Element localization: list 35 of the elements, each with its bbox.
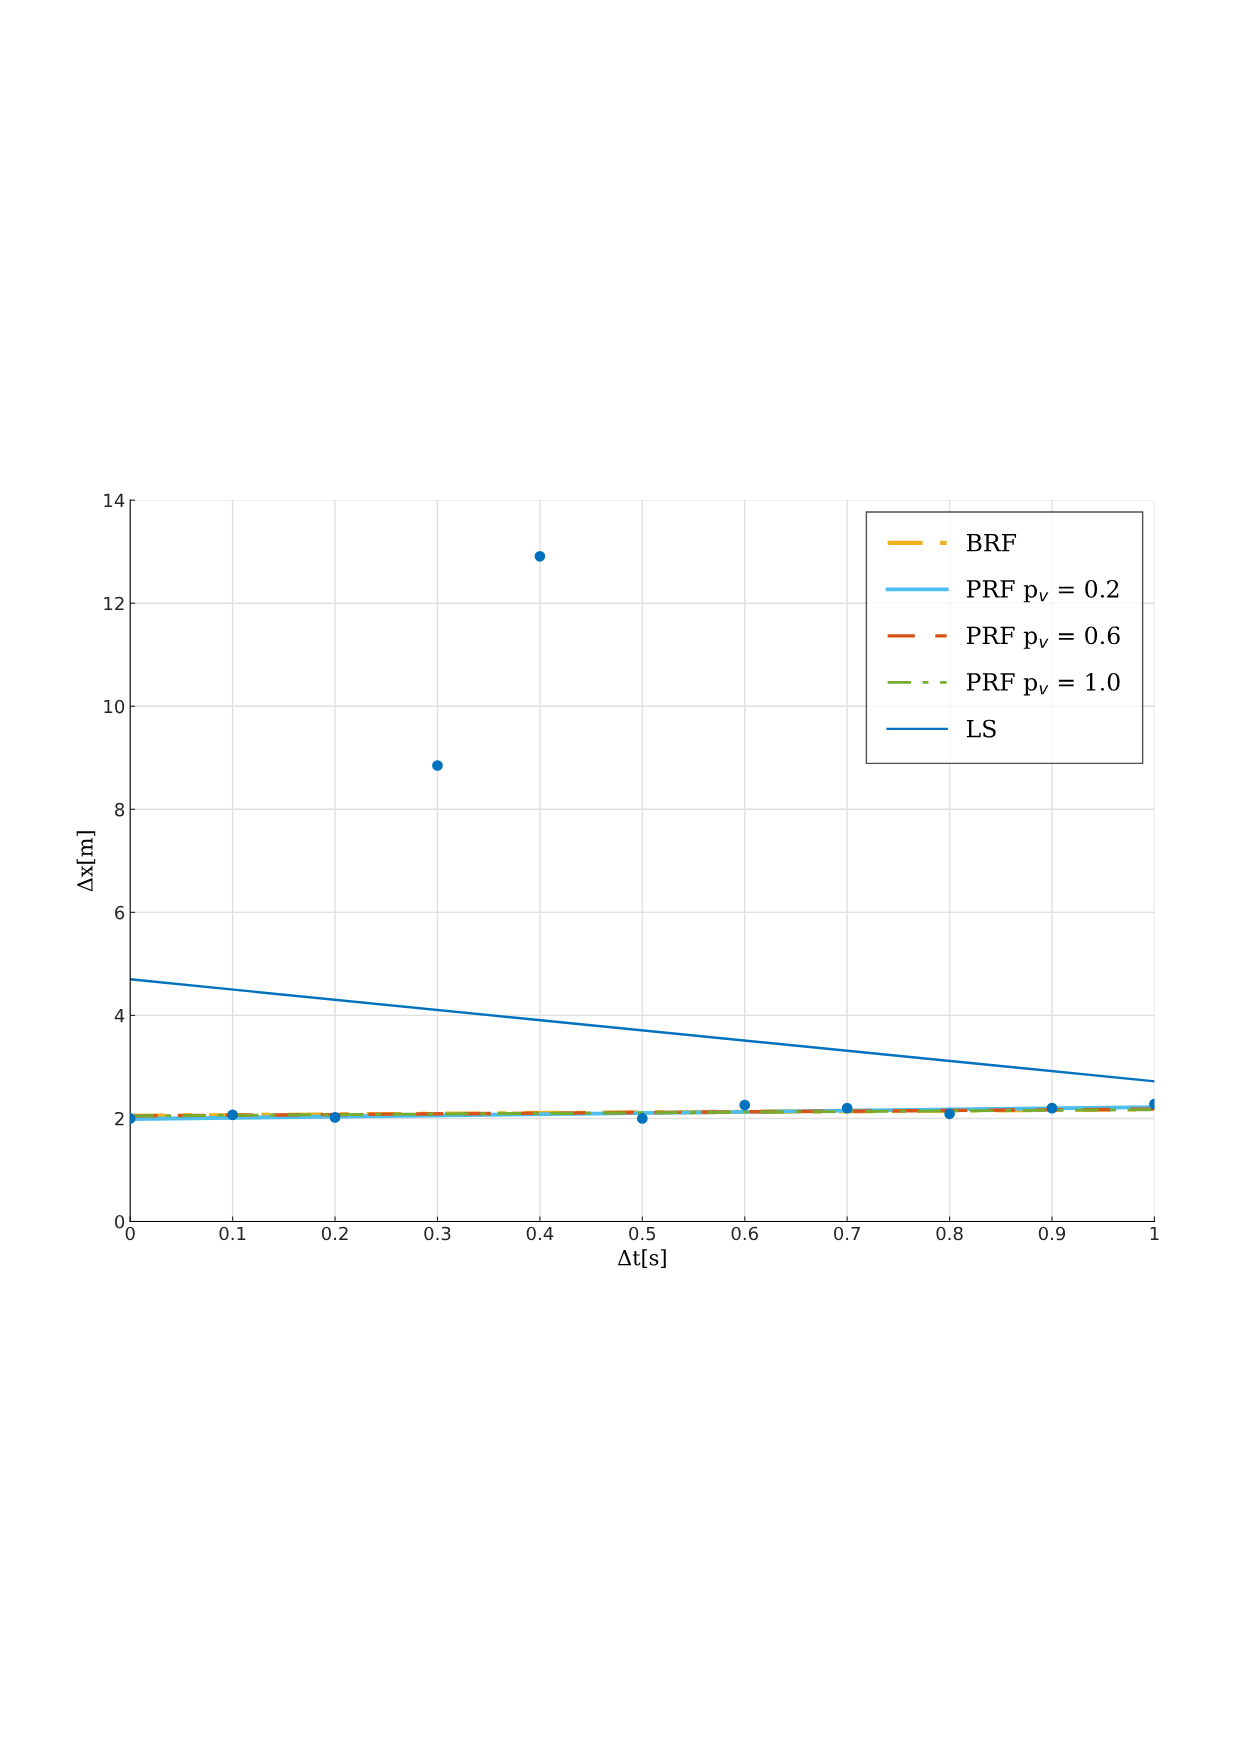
x-tick-label: 0.4 xyxy=(526,1226,554,1241)
legend-label: PRF p$_{v}$ = 0.2 xyxy=(966,579,1119,603)
legend-label: LS xyxy=(966,719,996,738)
legend-label: PRF p$_{v}$ = 0.6 xyxy=(966,626,1120,649)
point xyxy=(534,550,546,562)
y-tick-label: 4 xyxy=(114,1009,125,1023)
point xyxy=(329,1112,341,1123)
point xyxy=(739,1099,751,1111)
point xyxy=(841,1102,853,1114)
y-tick-label: 14 xyxy=(104,493,125,508)
y-tick-label: 6 xyxy=(115,905,125,920)
x-tick-label: 0.5 xyxy=(629,1226,656,1241)
point xyxy=(227,1109,238,1121)
x-tick-label: 0.3 xyxy=(424,1226,451,1241)
point xyxy=(1046,1102,1058,1114)
y-axis-title: Δx[m] xyxy=(76,831,96,892)
x-axis-title: Δt[s] xyxy=(617,1249,666,1268)
y-tick-label: 10 xyxy=(104,699,125,714)
x-tick-label: 0.8 xyxy=(936,1226,963,1241)
x-tick-label: 0 xyxy=(125,1226,135,1241)
point xyxy=(944,1108,955,1120)
x-tick-label: 0.1 xyxy=(219,1226,246,1241)
x-tick-label: 0.2 xyxy=(321,1226,348,1241)
legend-label: BRF xyxy=(966,533,1017,552)
y-tick-label: 0 xyxy=(115,1214,125,1229)
point xyxy=(636,1113,648,1124)
y-tick-label: 2 xyxy=(115,1111,124,1126)
x-tick-label: 0.7 xyxy=(834,1226,860,1241)
x-tick-label: 0.9 xyxy=(1038,1226,1066,1241)
point xyxy=(432,760,443,771)
legend-label: PRF p$_{v}$ = 1.0 xyxy=(966,672,1120,696)
x-tick-label: 1 xyxy=(1150,1226,1159,1241)
x-tick-label: 0.6 xyxy=(731,1226,758,1241)
y-tick-label: 8 xyxy=(115,802,125,817)
y-tick-label: 12 xyxy=(104,596,124,611)
